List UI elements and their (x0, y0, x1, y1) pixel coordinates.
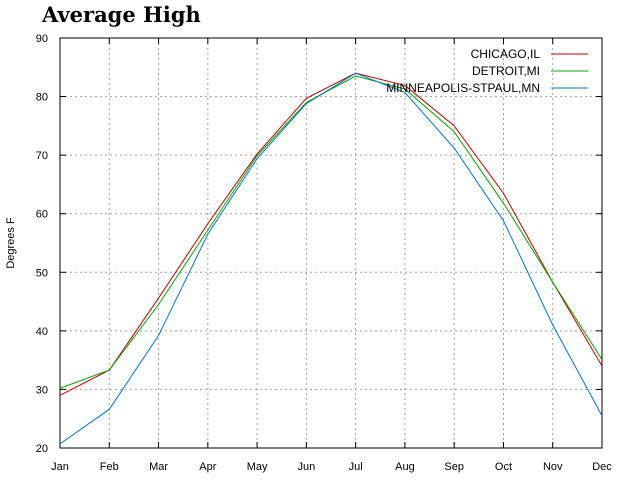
x-tick-label: Aug (395, 461, 415, 473)
x-tick-label: Dec (592, 461, 612, 473)
x-tick-label: Jan (51, 461, 69, 473)
x-tick-label: Jun (297, 461, 315, 473)
x-tick-label: Feb (100, 461, 119, 473)
x-tick-label: Jul (349, 461, 363, 473)
x-tick-label: May (247, 461, 268, 473)
series-line (59, 75, 603, 389)
legend-label: DETROIT,MI (472, 64, 540, 78)
series-line (59, 72, 603, 445)
x-tick-label: Apr (199, 461, 216, 473)
y-tick-label: 40 (36, 326, 48, 338)
x-tick-label: Mar (149, 461, 168, 473)
plot-area-border (59, 37, 603, 449)
chart-title: Average High (42, 2, 201, 27)
y-tick-label: 90 (36, 33, 48, 45)
y-tick-label: 50 (36, 267, 48, 279)
y-tick-label: 80 (36, 92, 48, 104)
x-tick-label: Nov (543, 461, 563, 473)
x-tick-label: Sep (444, 461, 464, 473)
y-axis-label: Degrees F (5, 217, 17, 269)
y-tick-label: 60 (36, 209, 48, 221)
x-tick-label: Oct (495, 461, 512, 473)
y-tick-label: 30 (36, 384, 48, 396)
y-tick-label: 20 (36, 443, 48, 455)
y-tick-label: 70 (36, 150, 48, 162)
series-line (59, 72, 603, 396)
legend-label: CHICAGO,IL (471, 47, 541, 61)
legend-label: MINNEAPOLIS-STPAUL,MN (386, 81, 540, 95)
